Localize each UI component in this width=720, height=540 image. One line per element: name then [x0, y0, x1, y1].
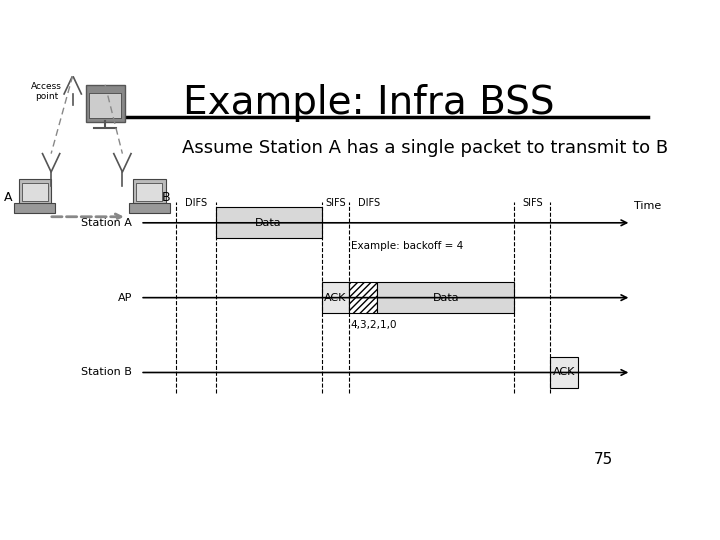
Text: Access
point: Access point — [32, 82, 62, 102]
Text: 4,3,2,1,0: 4,3,2,1,0 — [351, 320, 397, 330]
Text: ACK: ACK — [324, 293, 347, 302]
Bar — [137, 183, 163, 201]
Text: A: A — [4, 191, 12, 204]
Text: SIFS: SIFS — [522, 198, 543, 208]
Text: Example: Infra BSS: Example: Infra BSS — [184, 84, 554, 122]
Bar — [133, 179, 166, 204]
Text: Station A: Station A — [81, 218, 132, 228]
Text: ACK: ACK — [553, 368, 575, 377]
Text: 75: 75 — [594, 453, 613, 467]
Text: Example: backoff = 4: Example: backoff = 4 — [351, 241, 463, 251]
Bar — [550, 357, 578, 388]
Text: Data: Data — [433, 293, 459, 302]
Bar — [22, 183, 48, 201]
Text: DIFS: DIFS — [358, 198, 380, 208]
Text: B: B — [161, 191, 170, 204]
Text: Time: Time — [634, 201, 661, 211]
Text: DIFS: DIFS — [185, 198, 207, 208]
Bar — [322, 282, 349, 313]
Text: Assume Station A has a single packet to transmit to B: Assume Station A has a single packet to … — [181, 139, 668, 157]
Text: Station B: Station B — [81, 368, 132, 377]
Text: Data: Data — [256, 218, 282, 228]
Bar — [377, 282, 514, 313]
Bar — [215, 207, 322, 238]
Bar — [129, 203, 170, 213]
Text: AP: AP — [117, 293, 132, 302]
Bar — [349, 282, 377, 313]
Bar — [89, 93, 121, 118]
Bar — [14, 203, 55, 213]
Bar — [86, 85, 125, 122]
Bar — [19, 179, 51, 204]
Text: SIFS: SIFS — [325, 198, 346, 208]
